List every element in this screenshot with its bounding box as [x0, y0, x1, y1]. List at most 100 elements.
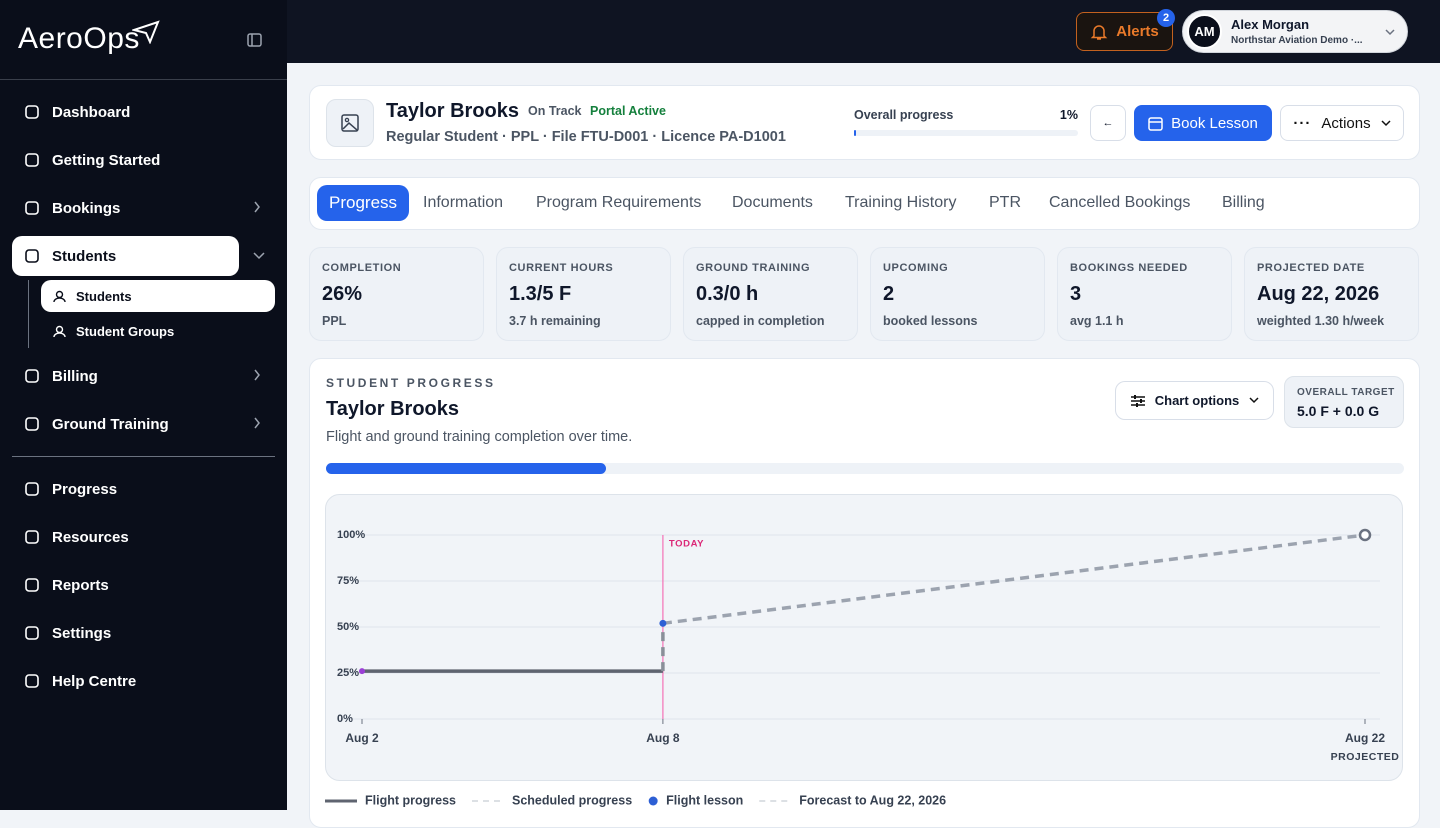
nav-item[interactable]: Reports	[12, 565, 275, 605]
alerts-badge: 2	[1157, 9, 1175, 27]
target-box: OVERALL TARGET 5.0 F + 0.0 G	[1284, 376, 1404, 428]
stat-sub: PPL	[322, 314, 347, 328]
student-header: Taylor Brooks On Track Portal Active Reg…	[309, 85, 1420, 160]
portal-status: Portal Active	[590, 104, 666, 118]
chart-options-label: Chart options	[1154, 393, 1240, 408]
panel-eyebrow: STUDENT PROGRESS	[326, 376, 496, 390]
stat-label: COMPLETION	[322, 262, 402, 274]
nav-item[interactable]: Help Centre	[12, 661, 275, 701]
tab[interactable]: Documents	[732, 194, 813, 211]
stat-card: COMPLETION 26% PPL	[309, 247, 484, 341]
stat-card: GROUND TRAINING 0.3/0 h capped in completi…	[683, 247, 858, 341]
nav-item[interactable]: Settings	[12, 613, 275, 653]
nav-label: Students	[76, 288, 132, 304]
tab[interactable]: Information	[423, 194, 504, 211]
divider	[0, 79, 287, 80]
stat-card: UPCOMING 2 booked lessons	[870, 247, 1045, 341]
nav-item[interactable]: Billing	[12, 356, 275, 396]
nav-label: Resources	[52, 528, 129, 546]
tab[interactable]: Program Requirements	[536, 194, 702, 211]
stat-value: 0.3/0 h	[696, 283, 759, 305]
nav-item[interactable]: Progress	[12, 469, 275, 509]
brand-icon	[132, 20, 160, 44]
calendar-icon	[1148, 116, 1163, 131]
y-tick-label: 25%	[337, 667, 359, 679]
nav-icon	[25, 417, 39, 431]
progress-track	[854, 130, 1078, 136]
legend-label: Scheduled progress	[512, 793, 632, 807]
chart-options-button[interactable]: Chart options	[1115, 381, 1274, 420]
stat-sub: weighted 1.30 h/week	[1257, 314, 1385, 328]
student-details: Regular Student · PPL · File FTU-D001 · …	[386, 129, 786, 145]
lesson-dot	[659, 619, 667, 627]
progress-fill	[854, 130, 857, 136]
start-marker	[359, 668, 365, 675]
nav-label: Reports	[52, 576, 109, 594]
nav-label: Bookings	[52, 199, 121, 217]
brand: AeroOps	[18, 22, 140, 55]
stat-label: CURRENT HOURS	[509, 262, 614, 274]
tabs-bar	[309, 177, 1420, 230]
sidebar: AeroOps Dashboard Getting Started Bookings…	[0, 0, 287, 810]
legend-label: Flight progress	[365, 793, 456, 807]
today-label: TODAY	[669, 539, 704, 550]
chevron	[253, 252, 265, 260]
nav-label: Progress	[52, 480, 118, 498]
x-note: PROJECTED	[1331, 751, 1400, 763]
panel-subtitle: Flight and ground training completion ov…	[326, 429, 633, 445]
book-lesson-button[interactable]: Book Lesson	[1134, 105, 1272, 141]
completion-track	[326, 463, 1404, 474]
y-tick-label: 75%	[337, 575, 359, 587]
nav-icon	[25, 369, 39, 383]
stat-label: GROUND TRAINING	[696, 262, 811, 274]
panel-title: Taylor Brooks	[326, 398, 459, 420]
alerts-button[interactable]: Alerts	[1076, 12, 1173, 51]
nav-item[interactable]: Ground Training	[12, 404, 275, 444]
nav-item[interactable]: Resources	[12, 517, 275, 557]
nav-item[interactable]: Getting Started	[12, 140, 275, 180]
nav-subitem[interactable]: Student Groups	[41, 315, 275, 347]
tab[interactable]: Training History	[845, 194, 957, 211]
collapse-icon[interactable]	[247, 33, 262, 47]
actions-button[interactable]: ··· Actions	[1280, 105, 1404, 141]
stat-label: BOOKINGS NEEDED	[1070, 262, 1188, 274]
nav-label: Students	[52, 247, 117, 265]
book-lesson-label: Book Lesson	[1171, 114, 1258, 132]
nav-label: Getting Started	[52, 151, 161, 169]
status: On Track	[528, 104, 582, 118]
tab[interactable]: Cancelled Bookings	[1049, 194, 1191, 211]
photo-placeholder	[326, 99, 374, 147]
chevron	[254, 417, 260, 429]
stat-value: 2	[883, 283, 895, 305]
divider	[12, 456, 275, 457]
back-button[interactable]: ←	[1090, 105, 1126, 141]
stat-card: CURRENT HOURS 1.3/5 F 3.7 h remaining	[496, 247, 671, 341]
nav-item[interactable]: Bookings	[12, 188, 275, 228]
nav-label: Dashboard	[52, 103, 131, 121]
nav-item[interactable]: Dashboard	[12, 92, 275, 132]
nav-label: Help Centre	[52, 672, 137, 690]
nav-icon	[25, 674, 39, 688]
nav-icon	[25, 578, 39, 592]
nav-label: Settings	[52, 624, 112, 642]
nav-icon	[53, 325, 66, 337]
nav-icon	[53, 290, 66, 302]
nav-subitem[interactable]: Students	[41, 280, 275, 312]
legend-label: Flight lesson	[666, 793, 743, 807]
x-tick-label: Aug 22	[1345, 731, 1385, 745]
tab[interactable]: Progress	[317, 185, 410, 221]
x-tick-label: Aug 8	[646, 731, 680, 745]
user-menu[interactable]: AM Alex Morgan Northstar Aviation Demo ·…	[1182, 10, 1408, 53]
nav-item[interactable]: Students	[12, 236, 265, 276]
stat-sub: booked lessons	[883, 314, 978, 328]
stat-label: UPCOMING	[883, 262, 949, 274]
tab[interactable]: Billing	[1222, 194, 1265, 211]
tab[interactable]: PTR	[989, 194, 1021, 211]
stat-card: PROJECTED DATE Aug 22, 2026 weighted 1.30 …	[1244, 247, 1419, 341]
alerts-label: Alerts	[1116, 23, 1159, 40]
chevron	[254, 369, 260, 381]
chevron	[1385, 29, 1395, 36]
end-marker	[1358, 528, 1372, 542]
target-label: OVERALL TARGET	[1297, 387, 1395, 398]
stat-sub: 3.7 h remaining	[509, 314, 601, 328]
